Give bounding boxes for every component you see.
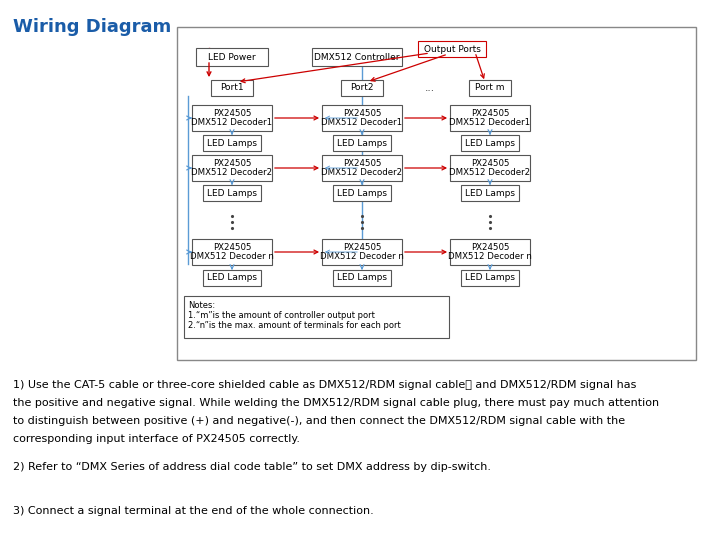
Text: PX24505: PX24505 <box>343 159 381 168</box>
Bar <box>461 135 519 151</box>
Bar <box>341 80 383 96</box>
Text: DMX512 Decoder n: DMX512 Decoder n <box>448 252 532 260</box>
Text: LED Lamps: LED Lamps <box>207 274 257 283</box>
Bar <box>192 105 272 131</box>
Text: PX24505: PX24505 <box>213 243 251 252</box>
Text: 1) Use the CAT-5 cable or three-core shielded cable as DMX512/RDM signal cable， : 1) Use the CAT-5 cable or three-core shi… <box>13 380 636 390</box>
Text: PX24505: PX24505 <box>471 109 509 118</box>
Bar <box>450 239 530 265</box>
Bar <box>203 185 261 201</box>
Bar <box>461 185 519 201</box>
Bar <box>203 270 261 286</box>
Text: PX24505: PX24505 <box>343 109 381 118</box>
Text: the positive and negative signal. While welding the DMX512/RDM signal cable plug: the positive and negative signal. While … <box>13 398 659 408</box>
Bar <box>322 239 402 265</box>
Text: corresponding input interface of PX24505 correctly.: corresponding input interface of PX24505… <box>13 434 300 444</box>
Text: PX24505: PX24505 <box>471 243 509 252</box>
Bar <box>203 135 261 151</box>
Text: LED Lamps: LED Lamps <box>337 274 387 283</box>
Text: DMX512 Decoder n: DMX512 Decoder n <box>320 252 404 260</box>
Text: 3) Connect a signal terminal at the end of the whole connection.: 3) Connect a signal terminal at the end … <box>13 506 374 516</box>
Bar <box>333 270 391 286</box>
Text: PX24505: PX24505 <box>213 159 251 168</box>
Text: 2.“n”is the max. amount of terminals for each port: 2.“n”is the max. amount of terminals for… <box>188 321 400 330</box>
Text: LED Lamps: LED Lamps <box>465 274 515 283</box>
Text: Wiring Diagram: Wiring Diagram <box>13 18 171 36</box>
Bar <box>450 155 530 181</box>
Text: to distinguish between positive (+) and negative(-), and then connect the DMX512: to distinguish between positive (+) and … <box>13 416 625 426</box>
Text: LED Lamps: LED Lamps <box>207 138 257 148</box>
Text: DMX512 Decoder1: DMX512 Decoder1 <box>191 118 273 127</box>
Text: LED Lamps: LED Lamps <box>337 138 387 148</box>
Text: DMX512 Decoder n: DMX512 Decoder n <box>190 252 274 260</box>
Text: 2) Refer to “DMX Series of address dial code table” to set DMX address by dip-sw: 2) Refer to “DMX Series of address dial … <box>13 462 491 472</box>
Bar <box>418 41 486 57</box>
Text: LED Lamps: LED Lamps <box>337 189 387 197</box>
Text: DMX512 Decoder2: DMX512 Decoder2 <box>321 168 403 177</box>
Text: Output Ports: Output Ports <box>423 44 480 54</box>
Text: PX24505: PX24505 <box>471 159 509 168</box>
Text: Port1: Port1 <box>220 84 244 92</box>
Bar <box>333 185 391 201</box>
Bar <box>450 105 530 131</box>
Bar <box>184 296 449 338</box>
Text: Port2: Port2 <box>350 84 374 92</box>
Bar <box>333 135 391 151</box>
Text: LED Power: LED Power <box>209 53 256 61</box>
Text: LED Lamps: LED Lamps <box>465 189 515 197</box>
Text: PX24505: PX24505 <box>213 109 251 118</box>
Bar <box>461 270 519 286</box>
Bar <box>192 155 272 181</box>
Bar <box>196 48 268 66</box>
Text: Port m: Port m <box>475 84 505 92</box>
Bar <box>322 105 402 131</box>
Text: 1.“m”is the amount of controller output port: 1.“m”is the amount of controller output … <box>188 311 375 320</box>
Text: PX24505: PX24505 <box>343 243 381 252</box>
Text: DMX512 Decoder2: DMX512 Decoder2 <box>449 168 531 177</box>
Bar <box>469 80 511 96</box>
Text: DMX512 Decoder2: DMX512 Decoder2 <box>191 168 273 177</box>
Text: ...: ... <box>425 83 435 93</box>
Bar <box>211 80 253 96</box>
Text: DMX512 Decoder1: DMX512 Decoder1 <box>321 118 403 127</box>
Bar <box>177 27 696 360</box>
Bar <box>192 239 272 265</box>
Text: LED Lamps: LED Lamps <box>465 138 515 148</box>
Text: DMX512 Decoder1: DMX512 Decoder1 <box>449 118 531 127</box>
Text: DMX512 Controller: DMX512 Controller <box>314 53 400 61</box>
Text: LED Lamps: LED Lamps <box>207 189 257 197</box>
Bar <box>322 155 402 181</box>
Text: Notes:: Notes: <box>188 301 215 310</box>
Bar <box>312 48 402 66</box>
